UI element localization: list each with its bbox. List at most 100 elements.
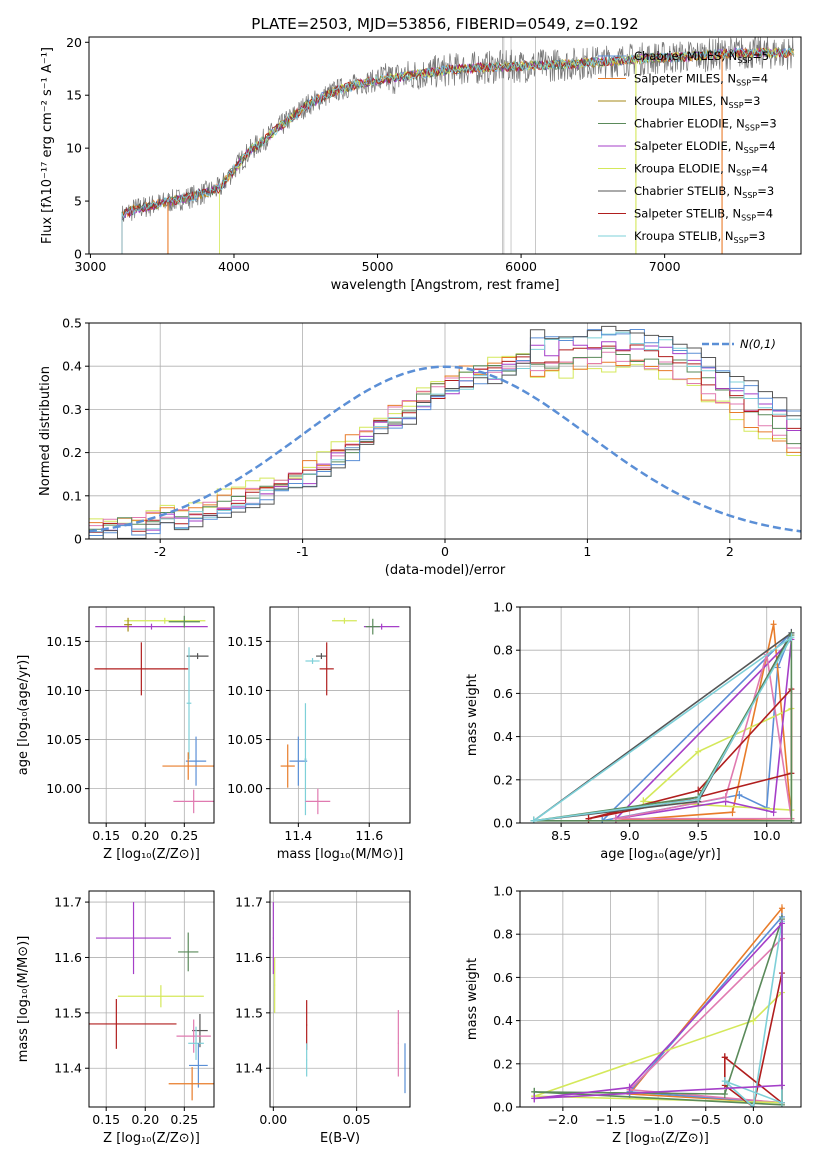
- y-tick-label: 10.05: [46, 732, 82, 747]
- x-tick-label: 11.6: [355, 828, 383, 843]
- age-vs-z-panel: 0.15 0.20 0.25 10.00 10.05 10.10 10.15 Z [log₁₀…: [16, 606, 215, 862]
- y-tick-label: 10.15: [46, 634, 82, 649]
- plot-frame: [88, 890, 215, 1108]
- x-tick-label: -1: [296, 544, 308, 559]
- legend-sub: SSP: [744, 146, 759, 155]
- spectrum-plot-area: [121, 37, 795, 254]
- histogram-step-chabrier-miles: [89, 329, 801, 536]
- figure-title: PLATE=2503, MJD=53856, FIBERID=0549, z=0…: [251, 15, 638, 33]
- x-tick-label: −2.0: [548, 1112, 578, 1127]
- plot-frame: [519, 890, 802, 1108]
- plot-frame: [519, 606, 802, 824]
- model-spectrum-kroupa-stelib: [121, 47, 795, 254]
- x-tick-label: -2: [154, 544, 166, 559]
- residual-histogram-panel: -2 -1 0 1 2 0 0.1 0.2 0.3 0.4 0.5 (data-model)/erro…: [38, 316, 802, 578]
- x-tick-label: 5000: [362, 259, 394, 274]
- legend-sub: SSP: [737, 56, 752, 65]
- x-tick-label: 1: [583, 544, 591, 559]
- x-tick-label: 4000: [218, 259, 250, 274]
- y-tick-label: 11.4: [235, 1061, 263, 1076]
- x-tick-label: 8.5: [551, 828, 571, 843]
- x-tick-label: −0.5: [691, 1112, 721, 1127]
- y-tick-label: 0.0: [493, 816, 513, 831]
- legend-sub: SSP: [736, 79, 751, 88]
- x-axis-label: Z [log₁₀(Z/Z⊙)]: [103, 1131, 200, 1146]
- y-tick-label: 5: [74, 194, 82, 209]
- plot-frame: [88, 322, 802, 540]
- y-tick-label: 0.4: [62, 359, 82, 374]
- legend-tail: =3: [749, 229, 766, 243]
- histogram-step-chabrier-stelib: [89, 325, 801, 539]
- y-tick-label: 10.00: [227, 781, 263, 796]
- x-axis-label: E(B-V): [320, 1131, 360, 1146]
- y-tick-label: 0.0: [493, 1100, 513, 1115]
- legend-entry: Kroupa STELIB, NSSP=3: [634, 229, 765, 245]
- x-tick-label: −1.0: [643, 1112, 673, 1127]
- legend-sub: SSP: [736, 169, 751, 178]
- mass-vs-z-panel: 0.15 0.20 0.25 11.4 11.5 11.6 11.7 Z [log₁₀(Z/Z…: [16, 890, 215, 1146]
- y-axis-label: age [log₁₀(age/yr)]: [16, 655, 31, 776]
- y-tick-label: 0.8: [493, 927, 513, 942]
- gaussian-curve: [89, 365, 801, 533]
- observed-spectrum: [121, 37, 795, 228]
- errorbar-plot-area: [94, 615, 214, 814]
- mass-weight-vs-age-panel: 8.5 9.0 9.5 10.0 0.0 0.2 0.4 0.6 0.8 1.0 age [log₁…: [465, 600, 802, 862]
- model-spectrum-salpeter-stelib: [121, 46, 795, 254]
- legend-entry: Salpeter MILES, NSSP=4: [634, 72, 768, 88]
- legend-gaussian: N(0,1): [740, 337, 776, 351]
- mass-weight-vs-z-panel: −2.0 −1.5 −1.0 −0.5 0.0 0.0 0.2 0.4 0.6 0.8 1.0 Z […: [465, 884, 802, 1146]
- y-tick-label: 0.2: [62, 445, 82, 460]
- legend-sub: SSP: [745, 124, 760, 133]
- legend-tail: =4: [759, 139, 776, 153]
- y-tick-label: 11.5: [235, 1005, 263, 1020]
- errorbar-plot-area: [89, 902, 214, 1101]
- legend-tail: =4: [751, 162, 768, 176]
- x-tick-label: 7000: [649, 259, 681, 274]
- y-tick-label: 10.05: [227, 732, 263, 747]
- legend-text: Chabrier MILES, N: [634, 49, 737, 63]
- age-vs-mass-panel: 11.4 11.6 10.00 10.05 10.10 10.15 mass [log₁₀(…: [227, 606, 411, 862]
- x-tick-label: 9.5: [688, 828, 708, 843]
- weight-series-kroupa-stelib: [533, 636, 793, 822]
- x-tick-label: 9.0: [620, 828, 640, 843]
- y-tick-label: 0.4: [493, 729, 513, 744]
- x-axis-label: Z [log₁₀(Z/Z⊙)]: [103, 847, 200, 862]
- x-tick-label: −1.5: [595, 1112, 625, 1127]
- legend-entry: Salpeter STELIB, NSSP=4: [634, 207, 773, 223]
- plot-frame: [88, 606, 215, 824]
- x-tick-label: 10.0: [753, 828, 781, 843]
- plot-frame: [269, 890, 411, 1108]
- y-tick-label: 0.1: [62, 488, 82, 503]
- y-tick-label: 15: [66, 88, 82, 103]
- legend-entry: Kroupa MILES, NSSP=3: [634, 94, 760, 110]
- spectrum-panel: 3000 4000 5000 6000 7000 0 5 10 15 20 wavelength […: [40, 35, 802, 293]
- y-tick-label: 1.0: [493, 884, 513, 899]
- x-tick-label: 0.25: [170, 828, 198, 843]
- legend-entry: Salpeter ELODIE, NSSP=4: [634, 139, 776, 155]
- y-tick-label: 0: [74, 247, 82, 262]
- errorbar-plot-area: [280, 617, 400, 816]
- y-axis-label: mass weight: [465, 958, 480, 1040]
- legend-tail: =5: [752, 49, 769, 63]
- legend-tail: =4: [756, 207, 773, 221]
- y-tick-label: 0.8: [493, 643, 513, 658]
- x-axis-label: Z [log₁₀(Z/Z⊙)]: [612, 1131, 709, 1146]
- legend-text: Kroupa STELIB, N: [634, 229, 734, 243]
- y-tick-label: 10.10: [227, 683, 263, 698]
- legend-tail: =3: [744, 94, 761, 108]
- y-tick-label: 11.4: [54, 1061, 82, 1076]
- y-tick-label: 11.7: [235, 895, 263, 910]
- weight-plot-area: [530, 620, 795, 823]
- y-tick-label: 0: [74, 532, 82, 547]
- y-tick-label: 10.10: [46, 683, 82, 698]
- legend-entry: Chabrier MILES, NSSP=5: [634, 49, 769, 65]
- weight-series-chabrier-miles: [601, 632, 793, 822]
- legend-sub: SSP: [729, 101, 744, 110]
- legend-text: Chabrier STELIB, N: [634, 184, 742, 198]
- x-tick-label: 0.25: [170, 1112, 198, 1127]
- y-tick-label: 11.5: [54, 1005, 82, 1020]
- x-tick-label: 0.20: [131, 828, 159, 843]
- x-tick-label: 0.00: [259, 1112, 287, 1127]
- histogram-step-kroupa-elodie: [89, 353, 801, 524]
